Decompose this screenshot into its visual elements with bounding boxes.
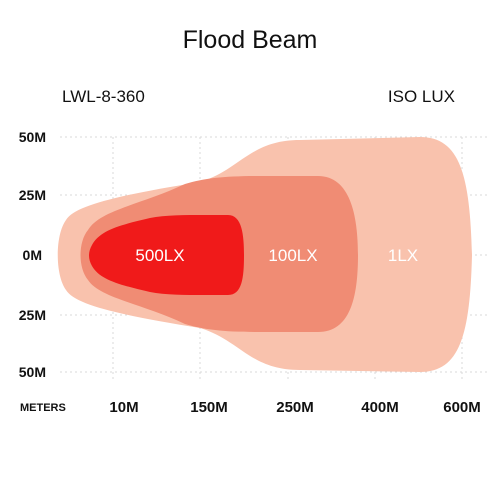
x-tick-label: 400M <box>361 399 399 416</box>
zone-label-500lx: 500LX <box>135 246 184 265</box>
zone-label-1lx: 1LX <box>388 246 418 265</box>
y-tick-label: 25M <box>19 307 46 323</box>
x-tick-label: 600M <box>443 399 481 416</box>
y-tick-label: 0M <box>23 247 42 263</box>
x-axis-label: METERS <box>20 402 66 414</box>
model-label: LWL-8-360 <box>62 87 145 106</box>
y-tick-label: 25M <box>19 187 46 203</box>
x-tick-label: 250M <box>276 399 314 416</box>
y-tick-label: 50M <box>19 364 46 380</box>
chart-title: Flood Beam <box>182 26 318 54</box>
y-tick-label: 50M <box>19 129 46 145</box>
unit-label: ISO LUX <box>387 87 455 106</box>
zone-500lx <box>89 215 244 295</box>
zone-label-100lx: 100LX <box>268 246 317 265</box>
x-tick-label: 10M <box>109 399 138 416</box>
x-tick-label: 150M <box>190 399 228 416</box>
